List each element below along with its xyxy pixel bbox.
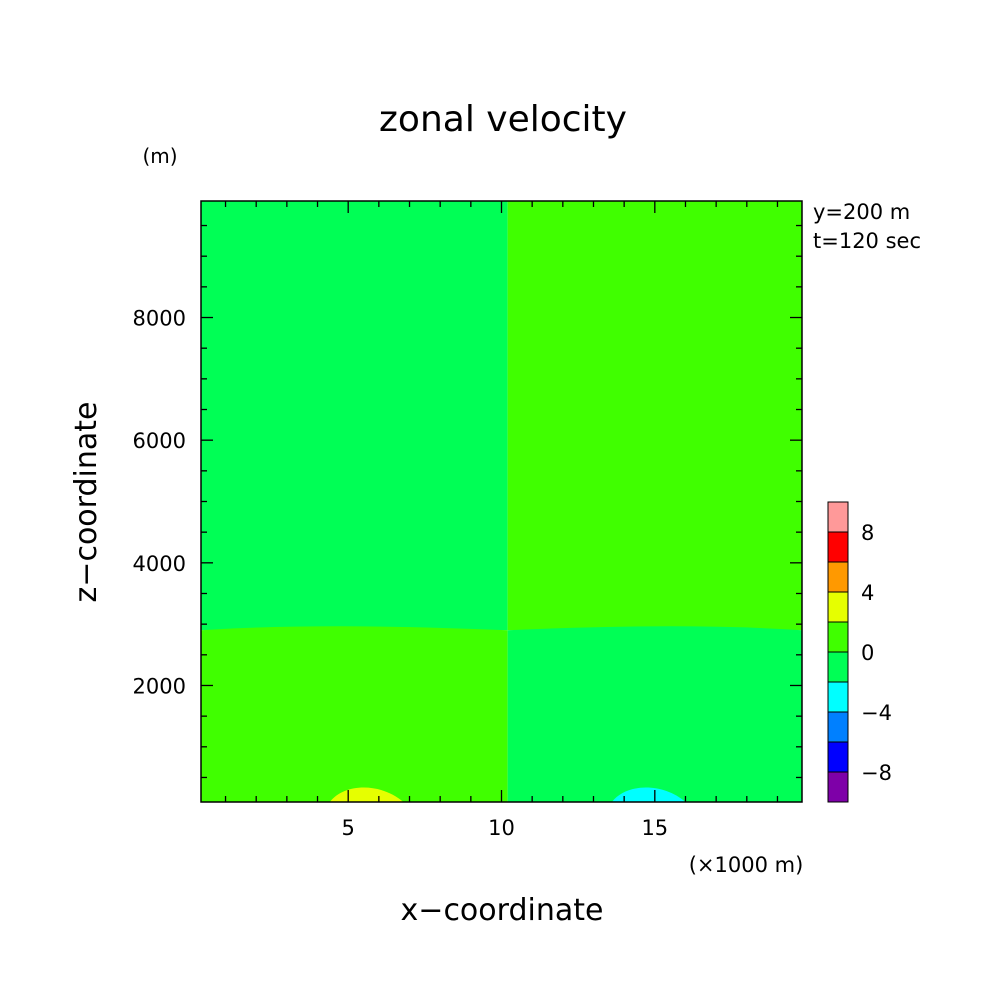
colorbar-tick-label: 0 xyxy=(861,641,874,665)
y-unit-label: (m) xyxy=(142,144,177,168)
x-tick-label: 5 xyxy=(341,816,354,840)
colorbar-segment xyxy=(828,562,848,592)
colorbar-segment xyxy=(828,712,848,742)
colorbar-segment xyxy=(828,742,848,772)
colorbar-tick-label: 4 xyxy=(861,581,874,605)
colorbar-segment xyxy=(828,532,848,562)
colorbar-segment xyxy=(828,622,848,652)
y-axis-label: z−coordinate xyxy=(69,402,104,603)
x-tick-label: 10 xyxy=(488,816,515,840)
contour-fill xyxy=(201,201,802,802)
region-lower-left xyxy=(201,626,508,802)
region-upper-left xyxy=(201,201,508,630)
annotation-time: t=120 sec xyxy=(813,229,921,253)
x-tick-labels: 5 10 15 xyxy=(341,816,668,840)
chart-title: zonal velocity xyxy=(379,99,627,140)
colorbar-tick-label: 8 xyxy=(861,521,874,545)
annotation-y-value: y=200 m xyxy=(813,200,910,224)
x-tick-label: 15 xyxy=(641,816,668,840)
y-tick-label: 6000 xyxy=(133,429,186,453)
region-lower-right xyxy=(508,626,802,802)
y-tick-label: 8000 xyxy=(133,307,186,331)
colorbar-tick-label: −4 xyxy=(861,701,892,725)
y-tick-labels: 2000 4000 6000 8000 xyxy=(133,307,186,699)
x-unit-label: (×1000 m) xyxy=(689,853,804,877)
colorbar-segment xyxy=(828,652,848,682)
colorbar-segment xyxy=(828,772,848,802)
colorbar-segment xyxy=(828,592,848,622)
colorbar-segment xyxy=(828,682,848,712)
colorbar xyxy=(828,502,848,802)
y-tick-label: 4000 xyxy=(133,552,186,576)
region-upper-right xyxy=(508,201,802,630)
x-axis-label: x−coordinate xyxy=(401,893,604,928)
colorbar-labels: −8 −4 0 4 8 xyxy=(861,521,892,785)
colorbar-tick-label: −8 xyxy=(861,761,892,785)
y-tick-label: 2000 xyxy=(133,674,186,698)
colorbar-segment xyxy=(828,502,848,532)
